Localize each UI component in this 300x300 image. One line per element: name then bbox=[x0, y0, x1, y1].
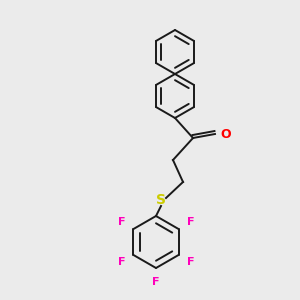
Text: F: F bbox=[187, 217, 194, 227]
Text: O: O bbox=[220, 128, 231, 140]
Text: F: F bbox=[152, 277, 160, 287]
Text: F: F bbox=[118, 257, 125, 267]
Text: F: F bbox=[118, 217, 125, 227]
Text: S: S bbox=[156, 193, 166, 207]
Text: F: F bbox=[187, 257, 194, 267]
